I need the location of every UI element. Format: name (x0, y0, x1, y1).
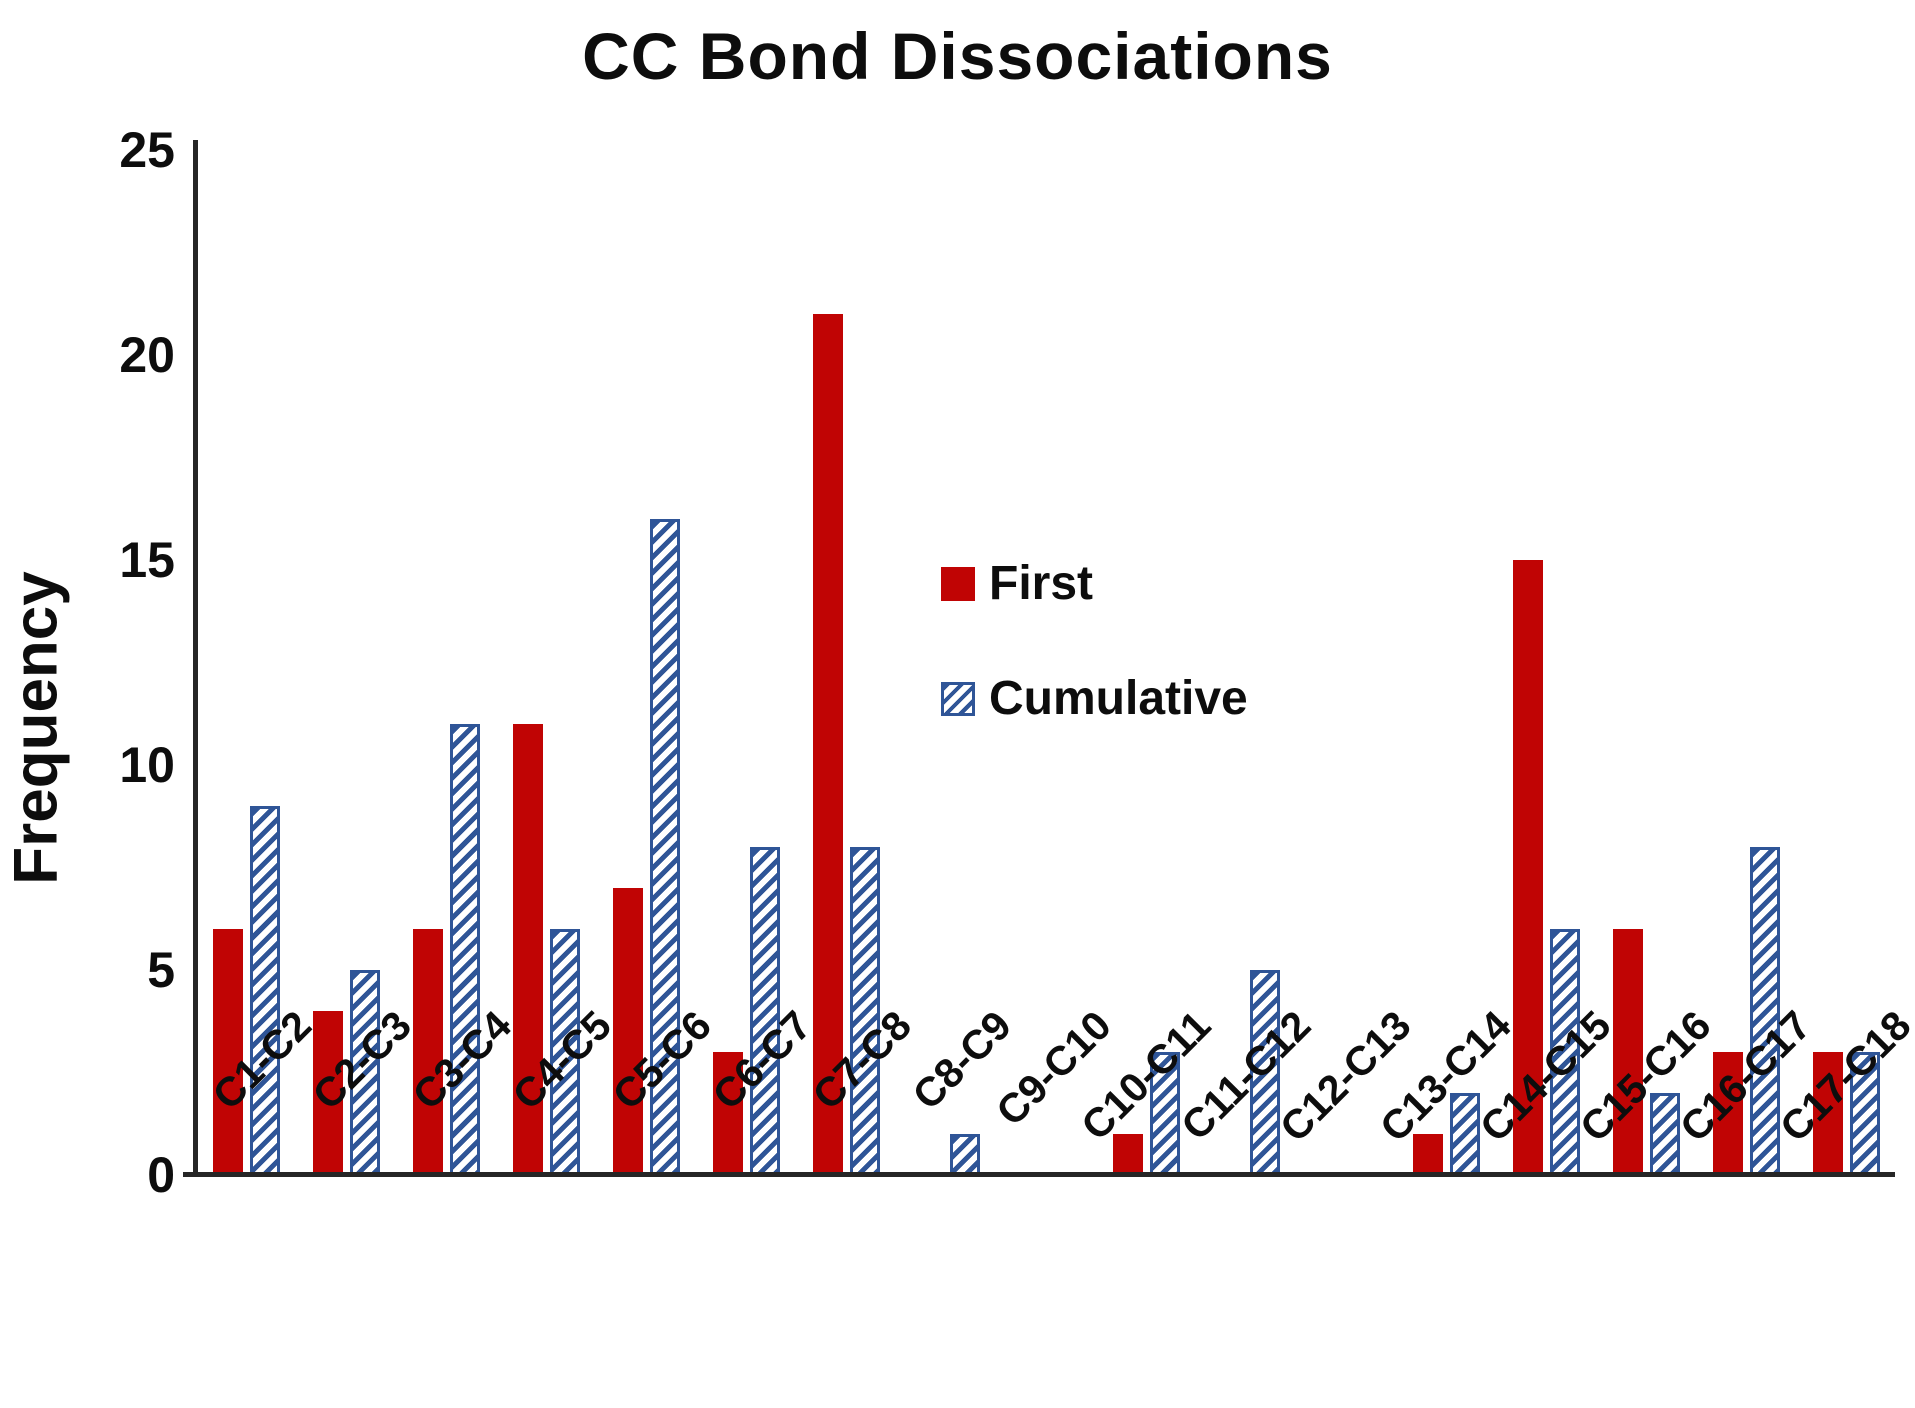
y-tick-label: 10 (119, 737, 175, 793)
legend-label-first: First (989, 557, 1094, 610)
bar-first-c4-c5 (513, 724, 543, 1175)
bar-cumulative-c8-c9 (950, 1134, 980, 1175)
bar-first-c1-c2 (213, 929, 243, 1175)
bar-first-c7-c8 (813, 314, 843, 1175)
bar-cumulative-c15-c16 (1650, 1093, 1680, 1175)
bar-first-c5-c6 (613, 888, 643, 1175)
bar-cumulative-c13-c14 (1450, 1093, 1480, 1175)
y-tick-label: 20 (119, 327, 175, 383)
bar-cumulative-c11-c12 (1250, 970, 1280, 1175)
legend-label-cumulative: Cumulative (989, 672, 1248, 725)
bar-cumulative-c7-c8 (850, 847, 880, 1175)
y-axis-line (193, 140, 198, 1177)
bar-cumulative-c2-c3 (350, 970, 380, 1175)
legend: First Cumulative (941, 556, 1248, 786)
bar-cumulative-c10-c11 (1150, 1052, 1180, 1175)
bar-first-c15-c16 (1613, 929, 1643, 1175)
bar-cumulative-c16-c17 (1750, 847, 1780, 1175)
y-tick-label: 0 (147, 1147, 175, 1203)
y-tick-label: 5 (147, 942, 175, 998)
chart-title: CC Bond Dissociations (582, 19, 1333, 93)
legend-item-cumulative: Cumulative (941, 671, 1248, 726)
bar-cumulative-c4-c5 (550, 929, 580, 1175)
bar-cumulative-c1-c2 (250, 806, 280, 1175)
bar-cumulative-c6-c7 (750, 847, 780, 1175)
bar-cumulative-c5-c6 (650, 519, 680, 1175)
bar-first-c2-c3 (313, 1011, 343, 1175)
y-axis-title: Frequency (1, 571, 71, 885)
bar-first-c3-c4 (413, 929, 443, 1175)
y-tick-label: 25 (119, 122, 175, 178)
bar-first-c6-c7 (713, 1052, 743, 1175)
legend-swatch-first (941, 566, 975, 601)
bar-first-c10-c11 (1113, 1134, 1143, 1175)
legend-swatch-cumulative (941, 681, 975, 716)
bar-cumulative-c3-c4 (450, 724, 480, 1175)
bar-first-c16-c17 (1713, 1052, 1743, 1175)
legend-item-first: First (941, 556, 1248, 611)
bar-cumulative-c14-c15 (1550, 929, 1580, 1175)
y-tick-label: 15 (119, 532, 175, 588)
bar-first-c13-c14 (1413, 1134, 1443, 1175)
bar-first-c17-c18 (1813, 1052, 1843, 1175)
x-axis-line (183, 1172, 1895, 1177)
bar-first-c14-c15 (1513, 560, 1543, 1175)
